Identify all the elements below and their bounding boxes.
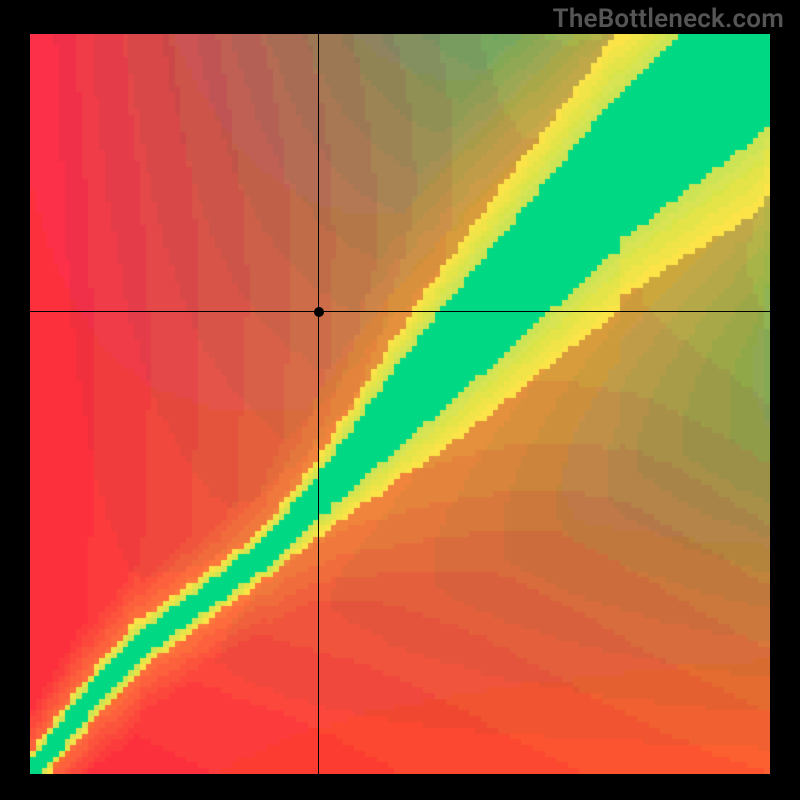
bottleneck-heatmap-container: TheBottleneck.com <box>0 0 800 800</box>
plot-area <box>30 34 770 774</box>
heatmap-canvas <box>30 34 770 774</box>
watermark-text: TheBottleneck.com <box>553 4 784 34</box>
